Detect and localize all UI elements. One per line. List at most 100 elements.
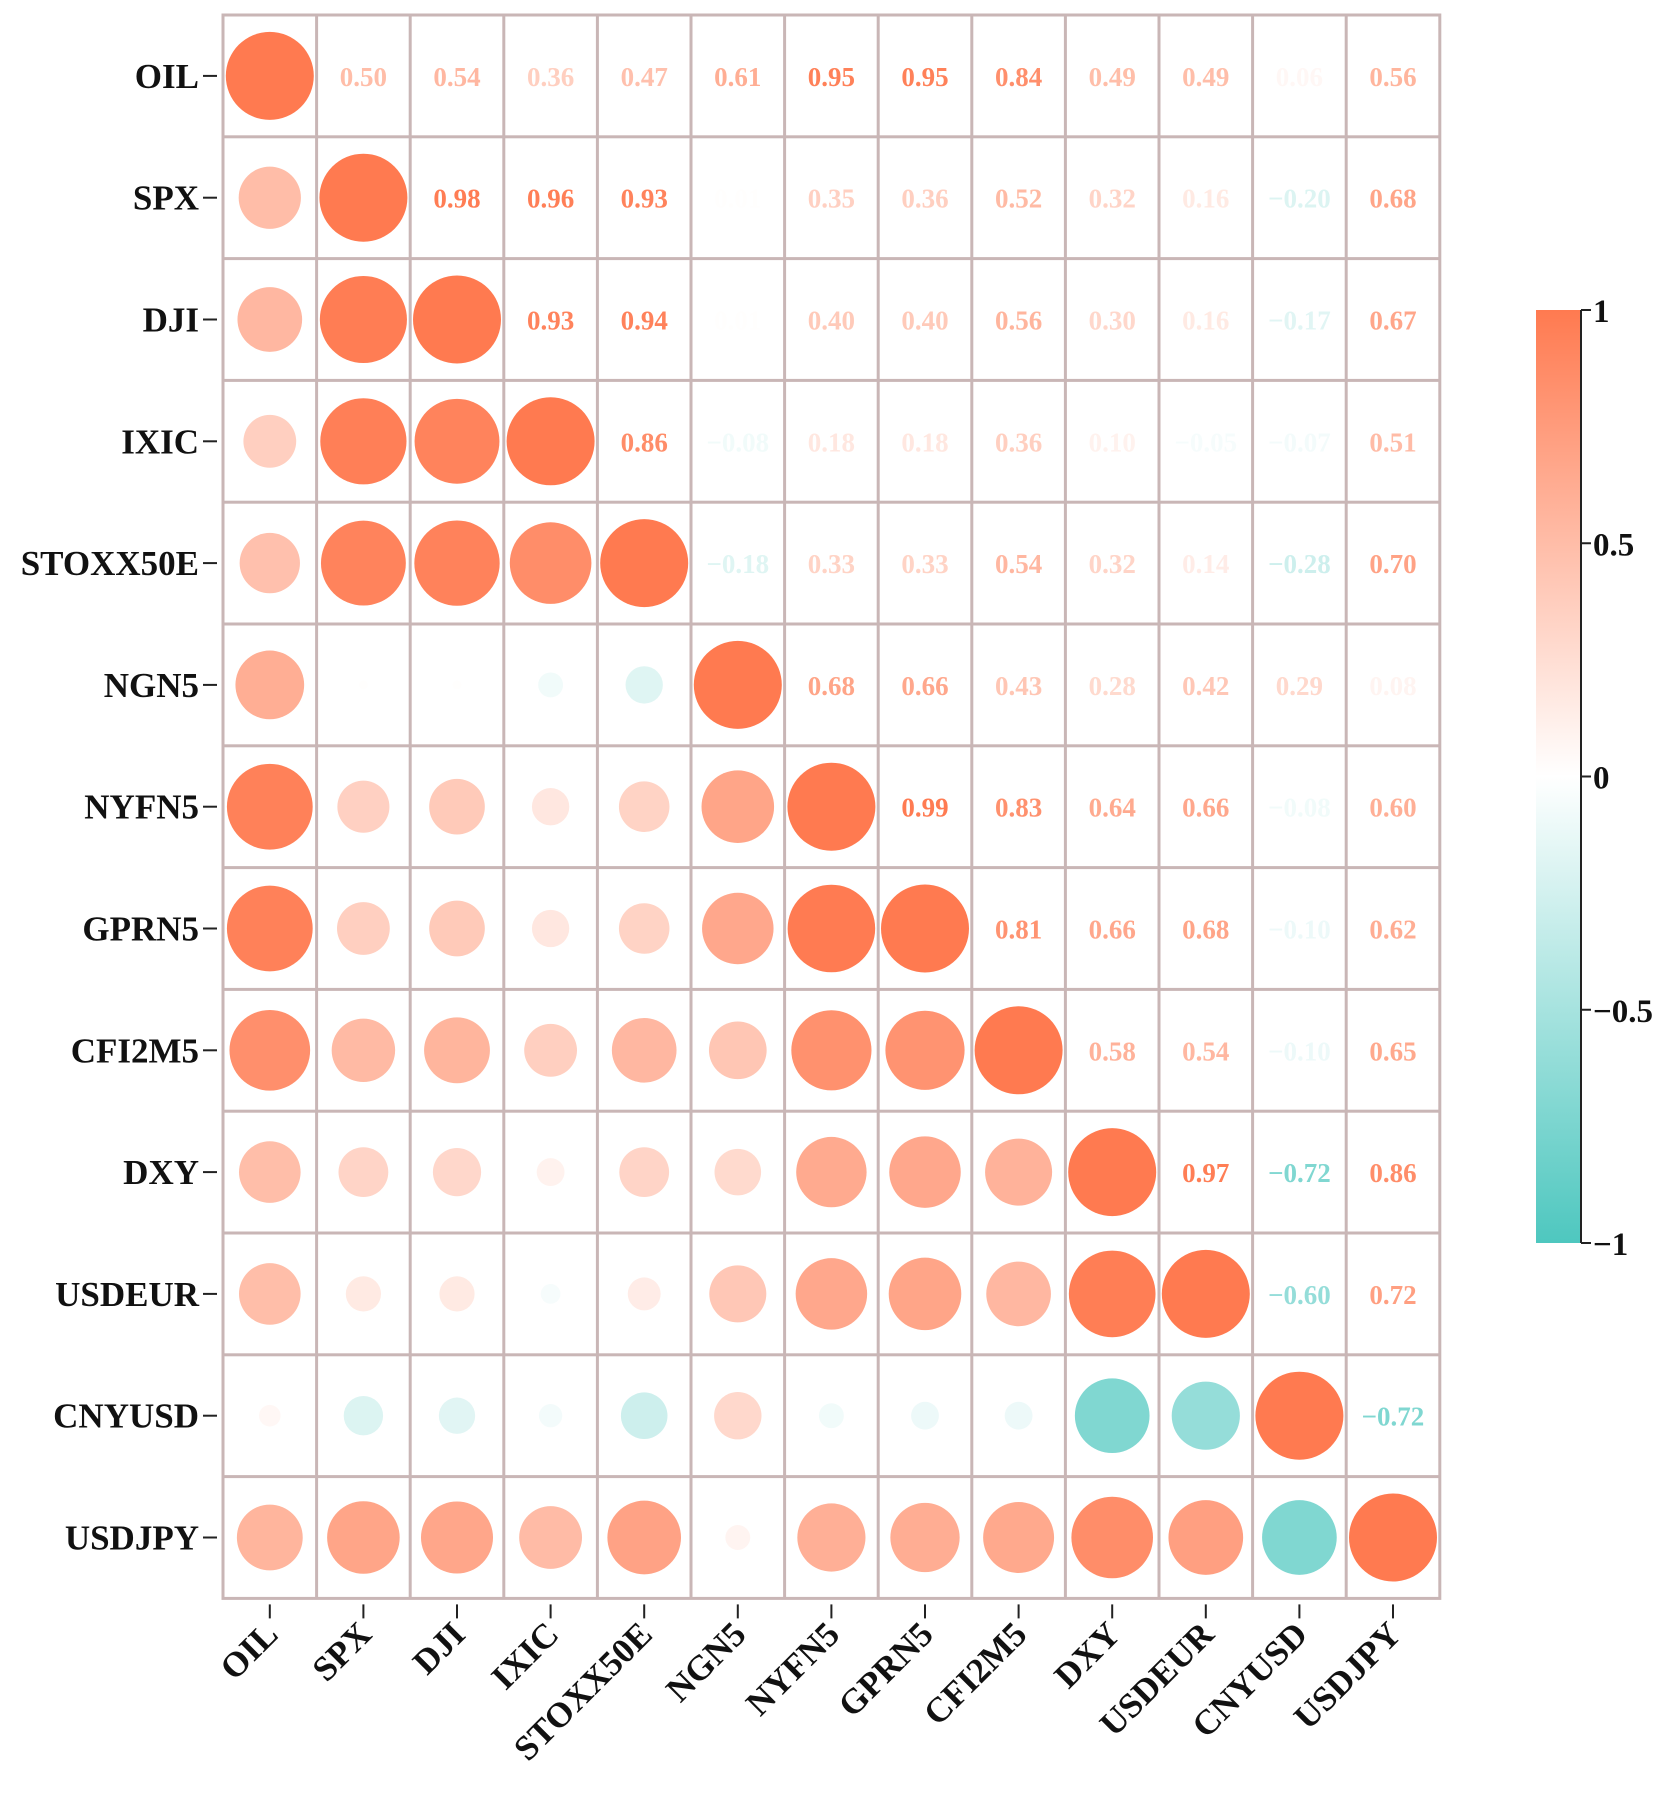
corr-value-nyfn5-gprn5: 0.99 (901, 793, 948, 823)
corr-circle-nyfn5-ngn5 (701, 770, 775, 843)
corr-circle-ixic-spx (320, 398, 407, 485)
grid-cell (692, 16, 784, 136)
grid-cell (973, 503, 1064, 623)
corr-circle-usdjpy-stoxx50e (607, 1500, 682, 1575)
corr-value-ixic-stoxx50e: 0.86 (621, 427, 668, 457)
grid-cell (879, 747, 971, 867)
corr-value-oil-ixic: 0.36 (527, 62, 574, 92)
corr-circle-cnyusd-nyfn5 (818, 1403, 844, 1429)
corr-circle-cnyusd-ixic (538, 1404, 563, 1428)
grid-cell (786, 260, 877, 379)
corr-value-nyfn5-dxy: 0.64 (1089, 793, 1136, 823)
x-label-nyfn5: NYFN5 (738, 1614, 847, 1723)
corr-circle-dxy-spx (338, 1147, 389, 1197)
grid-cell (1347, 16, 1439, 136)
corr-circle-gprn5-oil (226, 885, 313, 972)
grid-cell (692, 260, 784, 379)
corr-value-cfi2m5-usdjpy: 0.65 (1369, 1036, 1416, 1066)
corr-value-gprn5-dxy: 0.66 (1089, 915, 1136, 945)
corr-circle-usdjpy-oil (236, 1504, 303, 1571)
matrix-grid (221, 13, 1442, 1600)
corr-value-dxy-cnyusd: −0.72 (1268, 1158, 1331, 1188)
corr-value-spx-gprn5: 0.36 (901, 184, 948, 214)
grid-cell (1160, 260, 1252, 379)
corr-circle-stoxx50e-stoxx50e (600, 519, 689, 608)
corr-circle-ngn5-spx (359, 680, 368, 690)
corr-circle-dxy-oil (238, 1141, 301, 1203)
corr-circle-usdjpy-gprn5 (890, 1502, 960, 1573)
corr-circle-ixic-dji (414, 398, 500, 484)
corr-circle-dji-dji (413, 275, 501, 364)
corr-circle-cfi2m5-ixic (524, 1023, 577, 1077)
grid-cell (692, 138, 784, 258)
corr-circle-gprn5-ngn5 (702, 892, 774, 965)
corr-circle-cfi2m5-oil (229, 1009, 311, 1091)
corr-value-oil-dji: 0.54 (433, 62, 480, 92)
corr-value-cfi2m5-usdeur: 0.54 (1182, 1036, 1229, 1066)
y-label-dxy: DXY (123, 1153, 199, 1192)
grid-cell (1254, 747, 1345, 867)
corr-circle-nyfn5-dji (429, 778, 485, 835)
corr-circle-usdeur-cfi2m5 (986, 1261, 1051, 1327)
grid-cell (786, 381, 877, 501)
y-label-ngn5: NGN5 (104, 666, 199, 705)
corr-value-spx-stoxx50e: 0.93 (621, 184, 668, 214)
x-label-dxy: DXY (1047, 1614, 1128, 1695)
x-label-oil: OIL (212, 1614, 285, 1687)
corr-value-oil-usdjpy: 0.56 (1369, 62, 1416, 92)
corr-value-dxy-usdeur: 0.97 (1182, 1158, 1229, 1188)
grid-cell (692, 503, 784, 623)
corr-circle-gprn5-gprn5 (881, 884, 969, 973)
corr-value-ixic-usdeur: −0.05 (1174, 427, 1237, 457)
grid-cell (786, 16, 877, 136)
colorbar-tick-label: 0 (1593, 761, 1610, 797)
grid-cell (1066, 990, 1158, 1110)
corr-circle-usdeur-usdeur (1161, 1249, 1250, 1338)
corr-value-spx-ixic: 0.96 (527, 184, 574, 214)
grid-cell (1347, 1112, 1439, 1232)
corr-value-dji-usdeur: 0.16 (1182, 306, 1229, 336)
corr-circle-cnyusd-cfi2m5 (1004, 1401, 1033, 1430)
corr-circle-usdeur-oil (238, 1263, 301, 1325)
corr-value-usdeur-cnyusd: −0.60 (1268, 1280, 1331, 1310)
grid-cell (879, 625, 971, 745)
corr-value-oil-dxy: 0.49 (1089, 62, 1136, 92)
grid-cell (879, 16, 971, 136)
y-label-gprn5: GPRN5 (82, 910, 199, 949)
corr-value-stoxx50e-usdjpy: 0.70 (1369, 549, 1416, 579)
corr-circle-usdjpy-spx (327, 1501, 400, 1574)
corr-value-ixic-cnyusd: −0.07 (1268, 427, 1331, 457)
grid-cell (1347, 625, 1439, 745)
corr-value-ngn5-usdjpy: 0.08 (1369, 671, 1416, 701)
grid-cell (1254, 990, 1345, 1110)
corr-circle-gprn5-nyfn5 (787, 884, 876, 973)
corr-circle-dxy-ixic (536, 1158, 565, 1187)
corr-value-ixic-usdjpy: 0.51 (1369, 427, 1416, 457)
y-label-dji: DJI (143, 301, 199, 340)
corr-value-nyfn5-usdeur: 0.66 (1182, 793, 1229, 823)
corr-circle-ngn5-ixic (538, 672, 564, 698)
grid-cell (973, 869, 1064, 988)
corr-value-spx-dji: 0.98 (433, 184, 480, 214)
y-label-stoxx50e: STOXX50E (21, 544, 199, 583)
corr-value-ngn5-usdeur: 0.42 (1182, 671, 1229, 701)
corr-circle-usdeur-spx (345, 1276, 381, 1312)
grid-cell (1254, 1112, 1345, 1232)
colorbar-gradient (1536, 310, 1581, 1243)
y-axis-labels: OIL SPX DJI IXIC STOXX50E NGN5 NYFN5 GPRN5 CFI2M… (21, 57, 217, 1558)
corr-value-cnyusd-usdjpy: −0.72 (1362, 1402, 1425, 1432)
corr-circle-cnyusd-stoxx50e (620, 1392, 668, 1439)
corr-value-cfi2m5-cnyusd: −0.10 (1268, 1036, 1331, 1066)
y-label-ixic: IXIC (121, 422, 199, 461)
corr-value-dji-cnyusd: −0.17 (1268, 306, 1331, 336)
corr-circle-dxy-nyfn5 (796, 1136, 867, 1208)
corr-value-spx-nyfn5: 0.35 (808, 184, 855, 214)
grid-cell (786, 503, 877, 623)
corr-value-oil-stoxx50e: 0.47 (621, 62, 668, 92)
corr-value-dji-ixic: 0.93 (527, 306, 574, 336)
corr-circle-spx-spx (319, 153, 408, 242)
corr-circle-cnyusd-dji (438, 1397, 476, 1434)
y-label-oil: OIL (135, 57, 199, 96)
corr-value-stoxx50e-cnyusd: −0.28 (1268, 549, 1331, 579)
corr-circle-nyfn5-stoxx50e (618, 781, 670, 832)
